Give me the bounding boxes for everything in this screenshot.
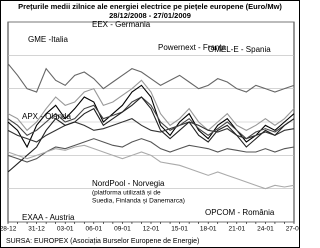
series-label: NordPool - Norvegia <box>92 179 165 188</box>
series-label: EXAA - Austria <box>22 213 75 222</box>
x-tick-label: 27-01 <box>286 226 300 233</box>
chart-title: Prețurile medii zilnice ale energiei ele… <box>18 2 282 11</box>
series-line <box>7 84 295 149</box>
series-label: APX - Olanda <box>22 112 71 121</box>
source: SURSA: EUROPEX (Asociația Burselor Europ… <box>6 238 199 245</box>
x-tick-label: 24-01 <box>257 226 274 233</box>
series-label: OMEL-E - Spania <box>208 45 271 54</box>
x-tick-label: 09-01 <box>114 226 131 233</box>
x-tick-label: 21-01 <box>228 226 245 233</box>
series-label: EEX - Germania <box>92 20 151 29</box>
series-label: Powernext - Franța <box>158 43 227 52</box>
frame <box>0 0 300 248</box>
note: Suedia, Finlanda și Danemarca) <box>92 198 185 205</box>
series-line <box>7 96 295 140</box>
series-line <box>7 144 295 190</box>
chart-subtitle: 28/12/2008 - 27/01/2009 <box>109 11 191 20</box>
series-line <box>7 63 295 93</box>
x-tick-label: 28-12 <box>0 226 17 233</box>
series-line <box>7 96 295 173</box>
series-line <box>7 79 295 132</box>
x-tick-label: 06-01 <box>85 226 102 233</box>
series-line <box>7 138 295 163</box>
x-tick-label: 18-01 <box>200 226 217 233</box>
x-tick-label: 12-01 <box>143 226 160 233</box>
note: (platforma utilizată și de <box>92 190 161 197</box>
series-label: OPCOM - România <box>205 208 275 217</box>
series-label: GME -Italia <box>28 35 69 44</box>
x-tick-label: 31-12 <box>28 226 45 233</box>
chart: Prețurile medii zilnice ale energiei ele… <box>0 0 300 248</box>
x-tick-label: 03-01 <box>57 226 74 233</box>
x-tick-label: 15-01 <box>171 226 188 233</box>
